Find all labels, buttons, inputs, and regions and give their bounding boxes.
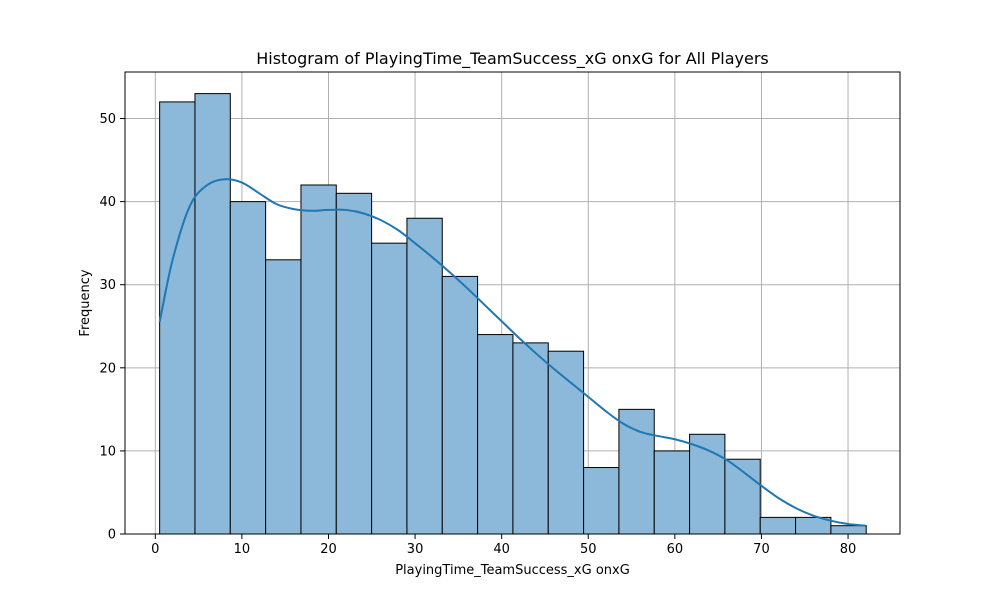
histogram-bar <box>547 350 585 535</box>
histogram-bar <box>229 201 267 535</box>
x-tick-label: 70 <box>753 542 770 557</box>
histogram-bar <box>583 467 620 535</box>
y-tick-label: 0 <box>108 528 116 543</box>
y-tick-label: 50 <box>99 112 116 127</box>
histogram-bar <box>759 516 797 535</box>
x-tick-label: 30 <box>407 542 424 557</box>
x-tick-label: 80 <box>840 542 857 557</box>
histogram-bar <box>477 334 514 535</box>
histogram-bar <box>406 217 443 535</box>
histogram-bar <box>300 184 337 535</box>
plot-frame <box>124 71 901 535</box>
chart-title: Histogram of PlayingTime_TeamSuccess_xG … <box>256 49 769 69</box>
x-tick-label: 10 <box>234 542 251 557</box>
x-tick-label: 20 <box>320 542 337 557</box>
histogram-bar <box>441 275 479 535</box>
y-tick-label: 10 <box>99 444 116 459</box>
bars-layer <box>159 93 867 535</box>
y-tick-label: 40 <box>99 195 116 210</box>
x-tick-label: 50 <box>580 542 597 557</box>
y-tick-label: 20 <box>99 361 116 376</box>
histogram-bar <box>159 101 196 535</box>
histogram-bar <box>371 242 408 535</box>
y-axis-label: Frequency <box>78 269 93 336</box>
x-axis-label: PlayingTime_TeamSuccess_xG onxG <box>395 563 630 578</box>
histogram-bar <box>335 192 373 535</box>
histogram-bar <box>618 408 655 535</box>
histogram-bar <box>265 259 302 535</box>
histogram-bar <box>830 525 867 535</box>
x-tick-label: 60 <box>667 542 684 557</box>
x-tick-label: 40 <box>493 542 510 557</box>
kde-layer <box>158 178 866 527</box>
y-tick-label: 30 <box>99 278 116 293</box>
ticks-layer: 0 10 20 30 40 50 60 70 80 0 10 20 30 40 50 <box>99 112 856 557</box>
kde-line <box>158 178 866 527</box>
histogram-bar <box>653 450 691 535</box>
x-tick-label: 0 <box>151 542 159 557</box>
histogram-bar <box>512 342 549 535</box>
histogram-bar <box>194 93 231 535</box>
